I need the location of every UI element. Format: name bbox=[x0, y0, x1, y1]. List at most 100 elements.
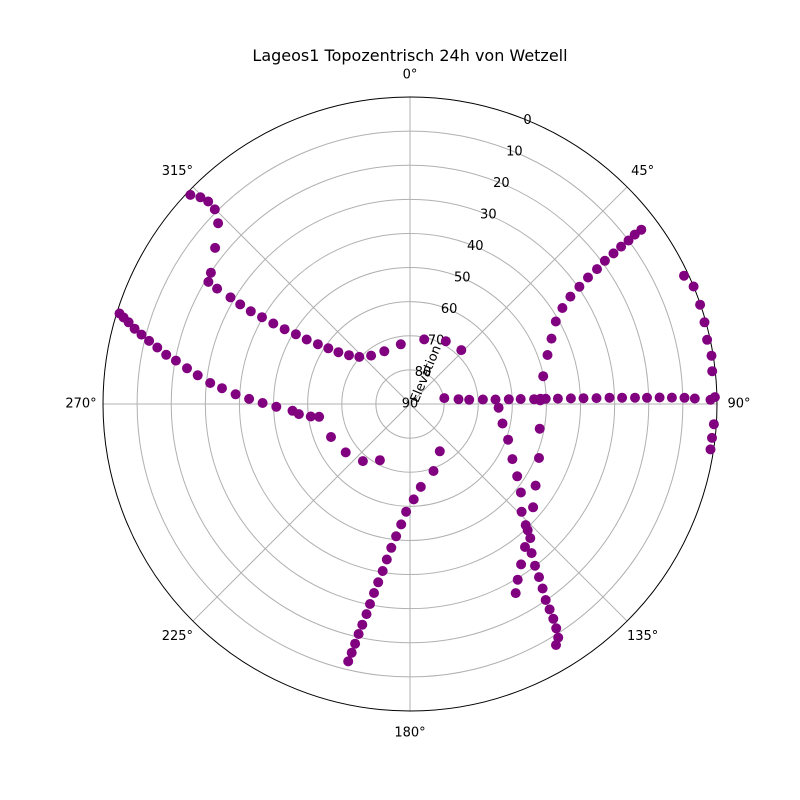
data-point bbox=[205, 378, 216, 388]
data-point bbox=[354, 351, 365, 362]
data-point bbox=[526, 548, 537, 559]
data-point bbox=[512, 574, 523, 585]
data-point bbox=[287, 405, 298, 416]
data-point bbox=[520, 542, 530, 552]
radial-tick-label: 90 bbox=[402, 397, 419, 412]
data-point bbox=[608, 248, 619, 259]
data-point bbox=[565, 393, 576, 404]
data-point bbox=[374, 455, 385, 466]
grid-spoke bbox=[192, 186, 411, 405]
data-point bbox=[540, 595, 551, 605]
radial-tick-label: 80 bbox=[415, 365, 432, 380]
radial-tick-label: 70 bbox=[428, 333, 445, 348]
data-point bbox=[542, 350, 553, 360]
data-point bbox=[350, 638, 361, 649]
data-point bbox=[225, 292, 236, 303]
data-point bbox=[386, 542, 397, 553]
data-point bbox=[629, 229, 640, 240]
data-point bbox=[440, 336, 451, 347]
data-point bbox=[129, 323, 140, 334]
data-point bbox=[574, 281, 585, 292]
data-point bbox=[312, 339, 323, 350]
data-point bbox=[537, 583, 548, 594]
radial-tick-label: 20 bbox=[493, 176, 510, 191]
data-point bbox=[213, 218, 224, 229]
data-point bbox=[592, 264, 602, 275]
data-point bbox=[583, 272, 593, 283]
data-point bbox=[344, 350, 354, 361]
theta-tick-label: 270° bbox=[65, 397, 96, 412]
data-point bbox=[654, 392, 665, 403]
data-point bbox=[379, 346, 390, 357]
data-point bbox=[553, 632, 564, 643]
data-point bbox=[210, 242, 221, 253]
data-point bbox=[550, 316, 561, 327]
theta-tick-label: 135° bbox=[627, 629, 658, 644]
theta-tick-labels: 0° 45° 90° 135° 180° 225° 270° 315° bbox=[65, 68, 750, 741]
data-point bbox=[538, 371, 549, 382]
data-point bbox=[203, 196, 214, 207]
data-point bbox=[689, 393, 700, 404]
data-point bbox=[279, 324, 290, 335]
data-point bbox=[381, 554, 392, 565]
data-point bbox=[551, 623, 562, 634]
data-point bbox=[515, 487, 526, 498]
data-point bbox=[419, 334, 430, 345]
data-point bbox=[578, 393, 589, 404]
data-point bbox=[512, 471, 523, 482]
data-point bbox=[490, 394, 501, 405]
data-point bbox=[192, 370, 203, 381]
data-point bbox=[305, 411, 316, 422]
data-point bbox=[369, 588, 379, 598]
theta-tick-label: 90° bbox=[727, 397, 750, 412]
data-point bbox=[366, 350, 377, 361]
data-point bbox=[323, 343, 334, 354]
data-point bbox=[203, 276, 214, 287]
data-point bbox=[415, 481, 426, 492]
data-point bbox=[534, 572, 544, 583]
data-point bbox=[230, 389, 241, 400]
data-point bbox=[290, 329, 301, 340]
radial-tick-label: 30 bbox=[480, 207, 497, 222]
data-point bbox=[152, 342, 163, 353]
grid-spoke bbox=[409, 186, 628, 405]
data-point bbox=[557, 303, 568, 313]
data-point bbox=[346, 647, 357, 658]
data-point bbox=[544, 604, 555, 615]
data-point bbox=[695, 299, 706, 310]
data-point bbox=[205, 267, 216, 278]
radial-axis-label: Elevation bbox=[408, 343, 445, 405]
data-point bbox=[361, 609, 372, 620]
polar-frame bbox=[102, 96, 718, 712]
data-point bbox=[604, 392, 615, 403]
radial-tick-label: 0 bbox=[523, 113, 531, 128]
theta-tick-label: 225° bbox=[162, 629, 193, 644]
data-point bbox=[679, 392, 690, 403]
data-point bbox=[530, 480, 541, 491]
data-point bbox=[326, 432, 336, 442]
data-point bbox=[391, 531, 402, 542]
data-point bbox=[271, 401, 282, 412]
theta-tick-label: 45° bbox=[631, 164, 654, 179]
data-point bbox=[244, 393, 255, 404]
data-point bbox=[353, 629, 364, 639]
data-points bbox=[114, 189, 720, 667]
data-point bbox=[408, 494, 419, 505]
theta-tick-label: 180° bbox=[394, 726, 425, 741]
data-point bbox=[525, 533, 536, 544]
grid bbox=[103, 97, 717, 711]
data-point bbox=[144, 335, 155, 346]
data-point bbox=[114, 308, 125, 319]
data-point bbox=[515, 394, 526, 404]
data-point bbox=[365, 599, 375, 609]
data-point bbox=[357, 619, 368, 630]
data-point bbox=[520, 520, 531, 531]
data-point bbox=[377, 566, 388, 576]
data-point bbox=[185, 189, 196, 200]
data-point bbox=[706, 350, 717, 361]
data-point bbox=[516, 559, 527, 570]
data-point bbox=[534, 453, 544, 463]
data-point bbox=[503, 394, 514, 405]
